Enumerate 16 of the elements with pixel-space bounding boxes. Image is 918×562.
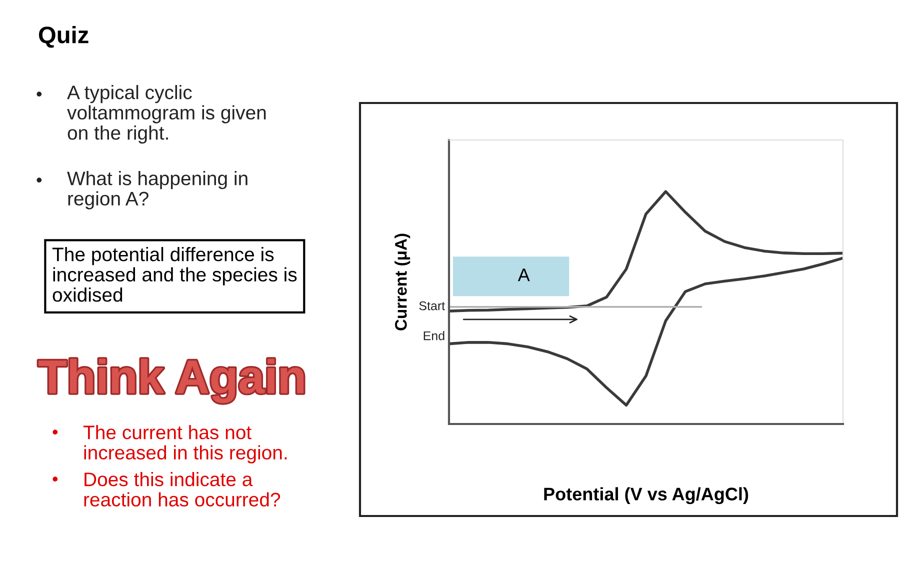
text: • xyxy=(36,178,42,183)
text: End xyxy=(424,331,444,340)
text: Quiz xyxy=(38,26,88,48)
text: Think Again xyxy=(38,358,304,404)
ref-line-label: Start xyxy=(419,301,445,310)
annotation: A xyxy=(518,268,530,282)
text: The potential difference is increased and the species is oxidised xyxy=(52,247,297,302)
text: • xyxy=(52,476,58,482)
y-axis-title: Current (μA) xyxy=(394,234,410,330)
x-axis-title: Potential (V vs Ag/AgCl) xyxy=(544,487,748,504)
text: What is happening in region A? xyxy=(67,171,248,210)
text: The current has not increased in this region. xyxy=(83,425,287,464)
text: • xyxy=(52,430,58,435)
text: • xyxy=(36,92,42,97)
text: A typical cyclic voltammogram is given on the right. xyxy=(67,85,266,144)
text: Does this indicate a reaction has occurred? xyxy=(84,472,280,507)
